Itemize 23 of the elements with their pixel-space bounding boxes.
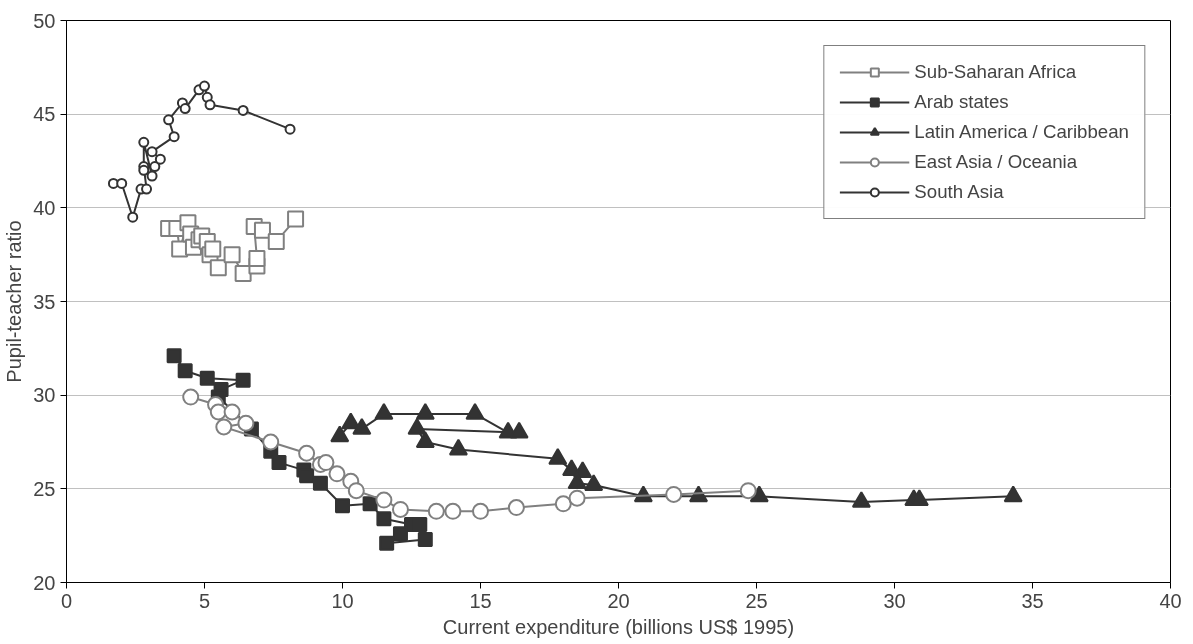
y-tick-label: 25 (33, 477, 56, 500)
y-tick-label: 45 (33, 103, 56, 126)
x-tick-label: 40 (1159, 589, 1182, 612)
legend-label: Latin America / Caribbean (914, 121, 1129, 143)
x-tick-label: 35 (1021, 589, 1044, 612)
y-tick-label: 40 (33, 196, 56, 219)
y-tick-label: 50 (33, 9, 56, 32)
legend-label: Sub-Saharan Africa (914, 61, 1077, 83)
legend-label: Arab states (914, 91, 1009, 113)
y-tick-label: 30 (33, 384, 56, 407)
legend-label: East Asia / Oceania (914, 151, 1078, 173)
y-tick-label: 35 (33, 290, 56, 313)
x-tick-label: 20 (607, 589, 630, 612)
x-tick-label: 30 (883, 589, 906, 612)
x-tick-label: 15 (469, 589, 492, 612)
x-tick-label: 10 (331, 589, 354, 612)
x-tick-label: 0 (60, 589, 73, 612)
x-axis-title: Current expenditure (billions US$ 1995) (442, 615, 795, 638)
legend-label: South Asia (914, 181, 1004, 203)
y-tick-label: 20 (33, 571, 56, 594)
y-axis-title: Pupil-teacher ratio (3, 220, 26, 383)
x-tick-label: 25 (745, 589, 768, 612)
x-tick-label: 5 (198, 589, 211, 612)
